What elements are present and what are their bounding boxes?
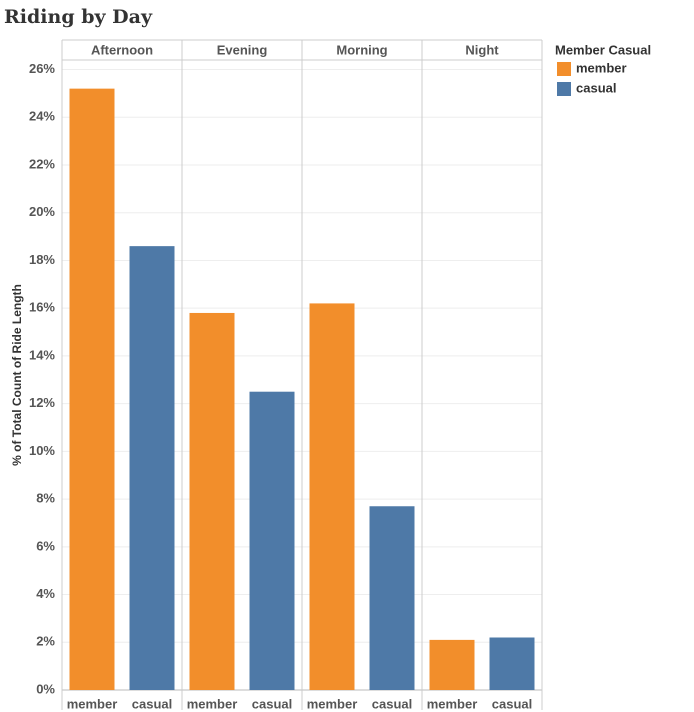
y-tick-label: 18% (29, 252, 55, 267)
y-tick-label: 6% (36, 538, 55, 553)
legend-label: casual (576, 80, 616, 95)
y-tick-label: 16% (29, 300, 55, 315)
legend-swatch (557, 82, 571, 96)
x-tick-label: member (427, 696, 478, 711)
bar (249, 391, 295, 690)
y-tick-label: 10% (29, 443, 55, 458)
bar (129, 246, 175, 691)
x-tick-label: member (187, 696, 238, 711)
x-tick-label: casual (252, 696, 292, 711)
y-tick-label: 8% (36, 491, 55, 506)
legend-swatch (557, 62, 571, 76)
panel-header: Evening (217, 42, 268, 57)
bar (429, 639, 475, 690)
panel-header: Afternoon (91, 42, 153, 57)
y-tick-label: 20% (29, 204, 55, 219)
x-tick-label: member (67, 696, 118, 711)
bar (489, 637, 535, 690)
panel-header: Morning (336, 42, 387, 57)
chart-title: Riding by Day (4, 6, 153, 28)
bar (369, 506, 415, 690)
legend-label: member (576, 60, 627, 75)
y-axis-label: % of Total Count of Ride Length (10, 284, 24, 466)
x-tick-label: member (307, 696, 358, 711)
x-tick-label: casual (132, 696, 172, 711)
x-tick-label: casual (372, 696, 412, 711)
legend-title: Member Casual (555, 42, 651, 57)
bar (309, 303, 355, 690)
x-tick-label: casual (492, 696, 532, 711)
y-tick-label: 12% (29, 395, 55, 410)
y-tick-label: 0% (36, 681, 55, 696)
y-tick-label: 22% (29, 156, 55, 171)
bar (189, 312, 235, 690)
y-tick-label: 26% (29, 61, 55, 76)
y-tick-label: 24% (29, 109, 55, 124)
bar (69, 88, 115, 691)
y-tick-label: 4% (36, 586, 55, 601)
y-tick-label: 2% (36, 634, 55, 649)
panel-header: Night (465, 42, 499, 57)
y-tick-label: 14% (29, 347, 55, 362)
